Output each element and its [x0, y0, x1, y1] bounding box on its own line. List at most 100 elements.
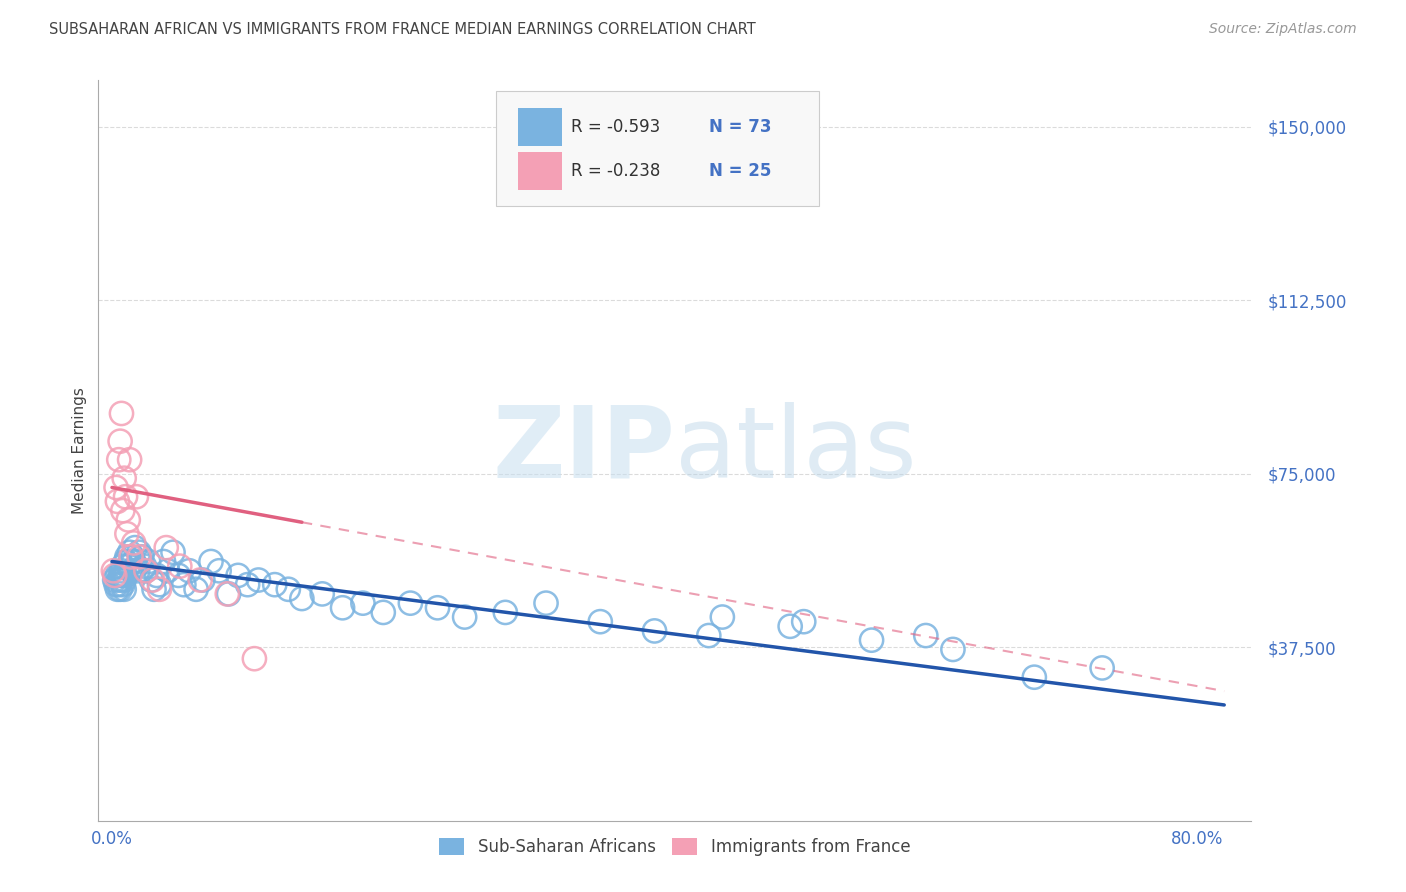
Point	[120, 549, 142, 564]
Point	[793, 615, 815, 629]
Point	[697, 628, 720, 642]
Point	[129, 554, 152, 569]
FancyBboxPatch shape	[517, 153, 562, 190]
Point	[217, 587, 239, 601]
Point	[104, 568, 127, 582]
Point	[135, 564, 157, 578]
Point	[142, 573, 165, 587]
Point	[218, 587, 240, 601]
Point	[236, 577, 259, 591]
Point	[117, 559, 139, 574]
Text: R = -0.238: R = -0.238	[571, 162, 661, 180]
Point	[914, 628, 936, 642]
Point	[112, 582, 135, 597]
Point	[105, 577, 128, 591]
Point	[311, 587, 333, 601]
Text: N = 73: N = 73	[710, 118, 772, 136]
Point	[122, 554, 145, 569]
Point	[179, 564, 201, 578]
Point	[111, 577, 134, 591]
Point	[589, 615, 612, 629]
Point	[352, 596, 374, 610]
Point	[135, 564, 157, 578]
Text: ZIP: ZIP	[492, 402, 675, 499]
Point	[122, 536, 145, 550]
Point	[152, 554, 174, 569]
Point	[167, 568, 190, 582]
Point	[644, 624, 666, 638]
Point	[208, 564, 231, 578]
Legend: Sub-Saharan Africans, Immigrants from France: Sub-Saharan Africans, Immigrants from Fr…	[432, 830, 918, 864]
Point	[108, 434, 131, 449]
Point	[184, 582, 207, 597]
Point	[107, 452, 129, 467]
Point	[226, 568, 249, 582]
Point	[942, 642, 965, 657]
Point	[134, 559, 156, 574]
Text: Source: ZipAtlas.com: Source: ZipAtlas.com	[1209, 22, 1357, 37]
Point	[277, 582, 299, 597]
Point	[373, 606, 395, 620]
Point	[112, 573, 135, 587]
Point	[143, 582, 166, 597]
Point	[110, 564, 132, 578]
Point	[124, 541, 146, 555]
Point	[1091, 661, 1114, 675]
Point	[138, 554, 160, 569]
Point	[111, 559, 134, 574]
Y-axis label: Median Earnings: Median Earnings	[72, 387, 87, 514]
Point	[110, 407, 132, 421]
Point	[111, 568, 134, 582]
Point	[107, 573, 129, 587]
FancyBboxPatch shape	[517, 108, 562, 145]
Text: SUBSAHARAN AFRICAN VS IMMIGRANTS FROM FRANCE MEDIAN EARNINGS CORRELATION CHART: SUBSAHARAN AFRICAN VS IMMIGRANTS FROM FR…	[49, 22, 756, 37]
Point	[107, 494, 129, 508]
Point	[128, 545, 150, 559]
Point	[125, 559, 148, 574]
Point	[191, 573, 214, 587]
Point	[105, 480, 128, 494]
Point	[263, 577, 285, 591]
Point	[291, 591, 314, 606]
Point	[120, 564, 142, 578]
Point	[779, 619, 801, 633]
Point	[200, 554, 222, 569]
Point	[118, 545, 141, 559]
Point	[141, 573, 163, 587]
Text: N = 25: N = 25	[710, 162, 772, 180]
Point	[107, 568, 129, 582]
Point	[332, 600, 354, 615]
Point	[155, 541, 177, 555]
Point	[148, 582, 170, 597]
Point	[114, 490, 136, 504]
Point	[860, 633, 883, 648]
Point	[104, 573, 127, 587]
Point	[453, 610, 475, 624]
Point	[128, 549, 150, 564]
Point	[114, 554, 136, 569]
Point	[127, 564, 149, 578]
Point	[426, 600, 449, 615]
Point	[111, 503, 134, 517]
Point	[188, 573, 211, 587]
Point	[110, 573, 132, 587]
Point	[121, 549, 143, 564]
Point	[247, 573, 270, 587]
Point	[534, 596, 557, 610]
Point	[173, 577, 195, 591]
Point	[125, 490, 148, 504]
Point	[494, 606, 516, 620]
Point	[115, 526, 138, 541]
Point	[1024, 670, 1046, 684]
Point	[115, 549, 138, 564]
Point	[169, 559, 191, 574]
Point	[131, 549, 153, 564]
Point	[108, 582, 131, 597]
Point	[114, 568, 136, 582]
Point	[117, 513, 139, 527]
Point	[399, 596, 422, 610]
Point	[107, 582, 129, 597]
Point	[243, 651, 266, 665]
FancyBboxPatch shape	[496, 91, 820, 206]
Point	[145, 568, 167, 582]
